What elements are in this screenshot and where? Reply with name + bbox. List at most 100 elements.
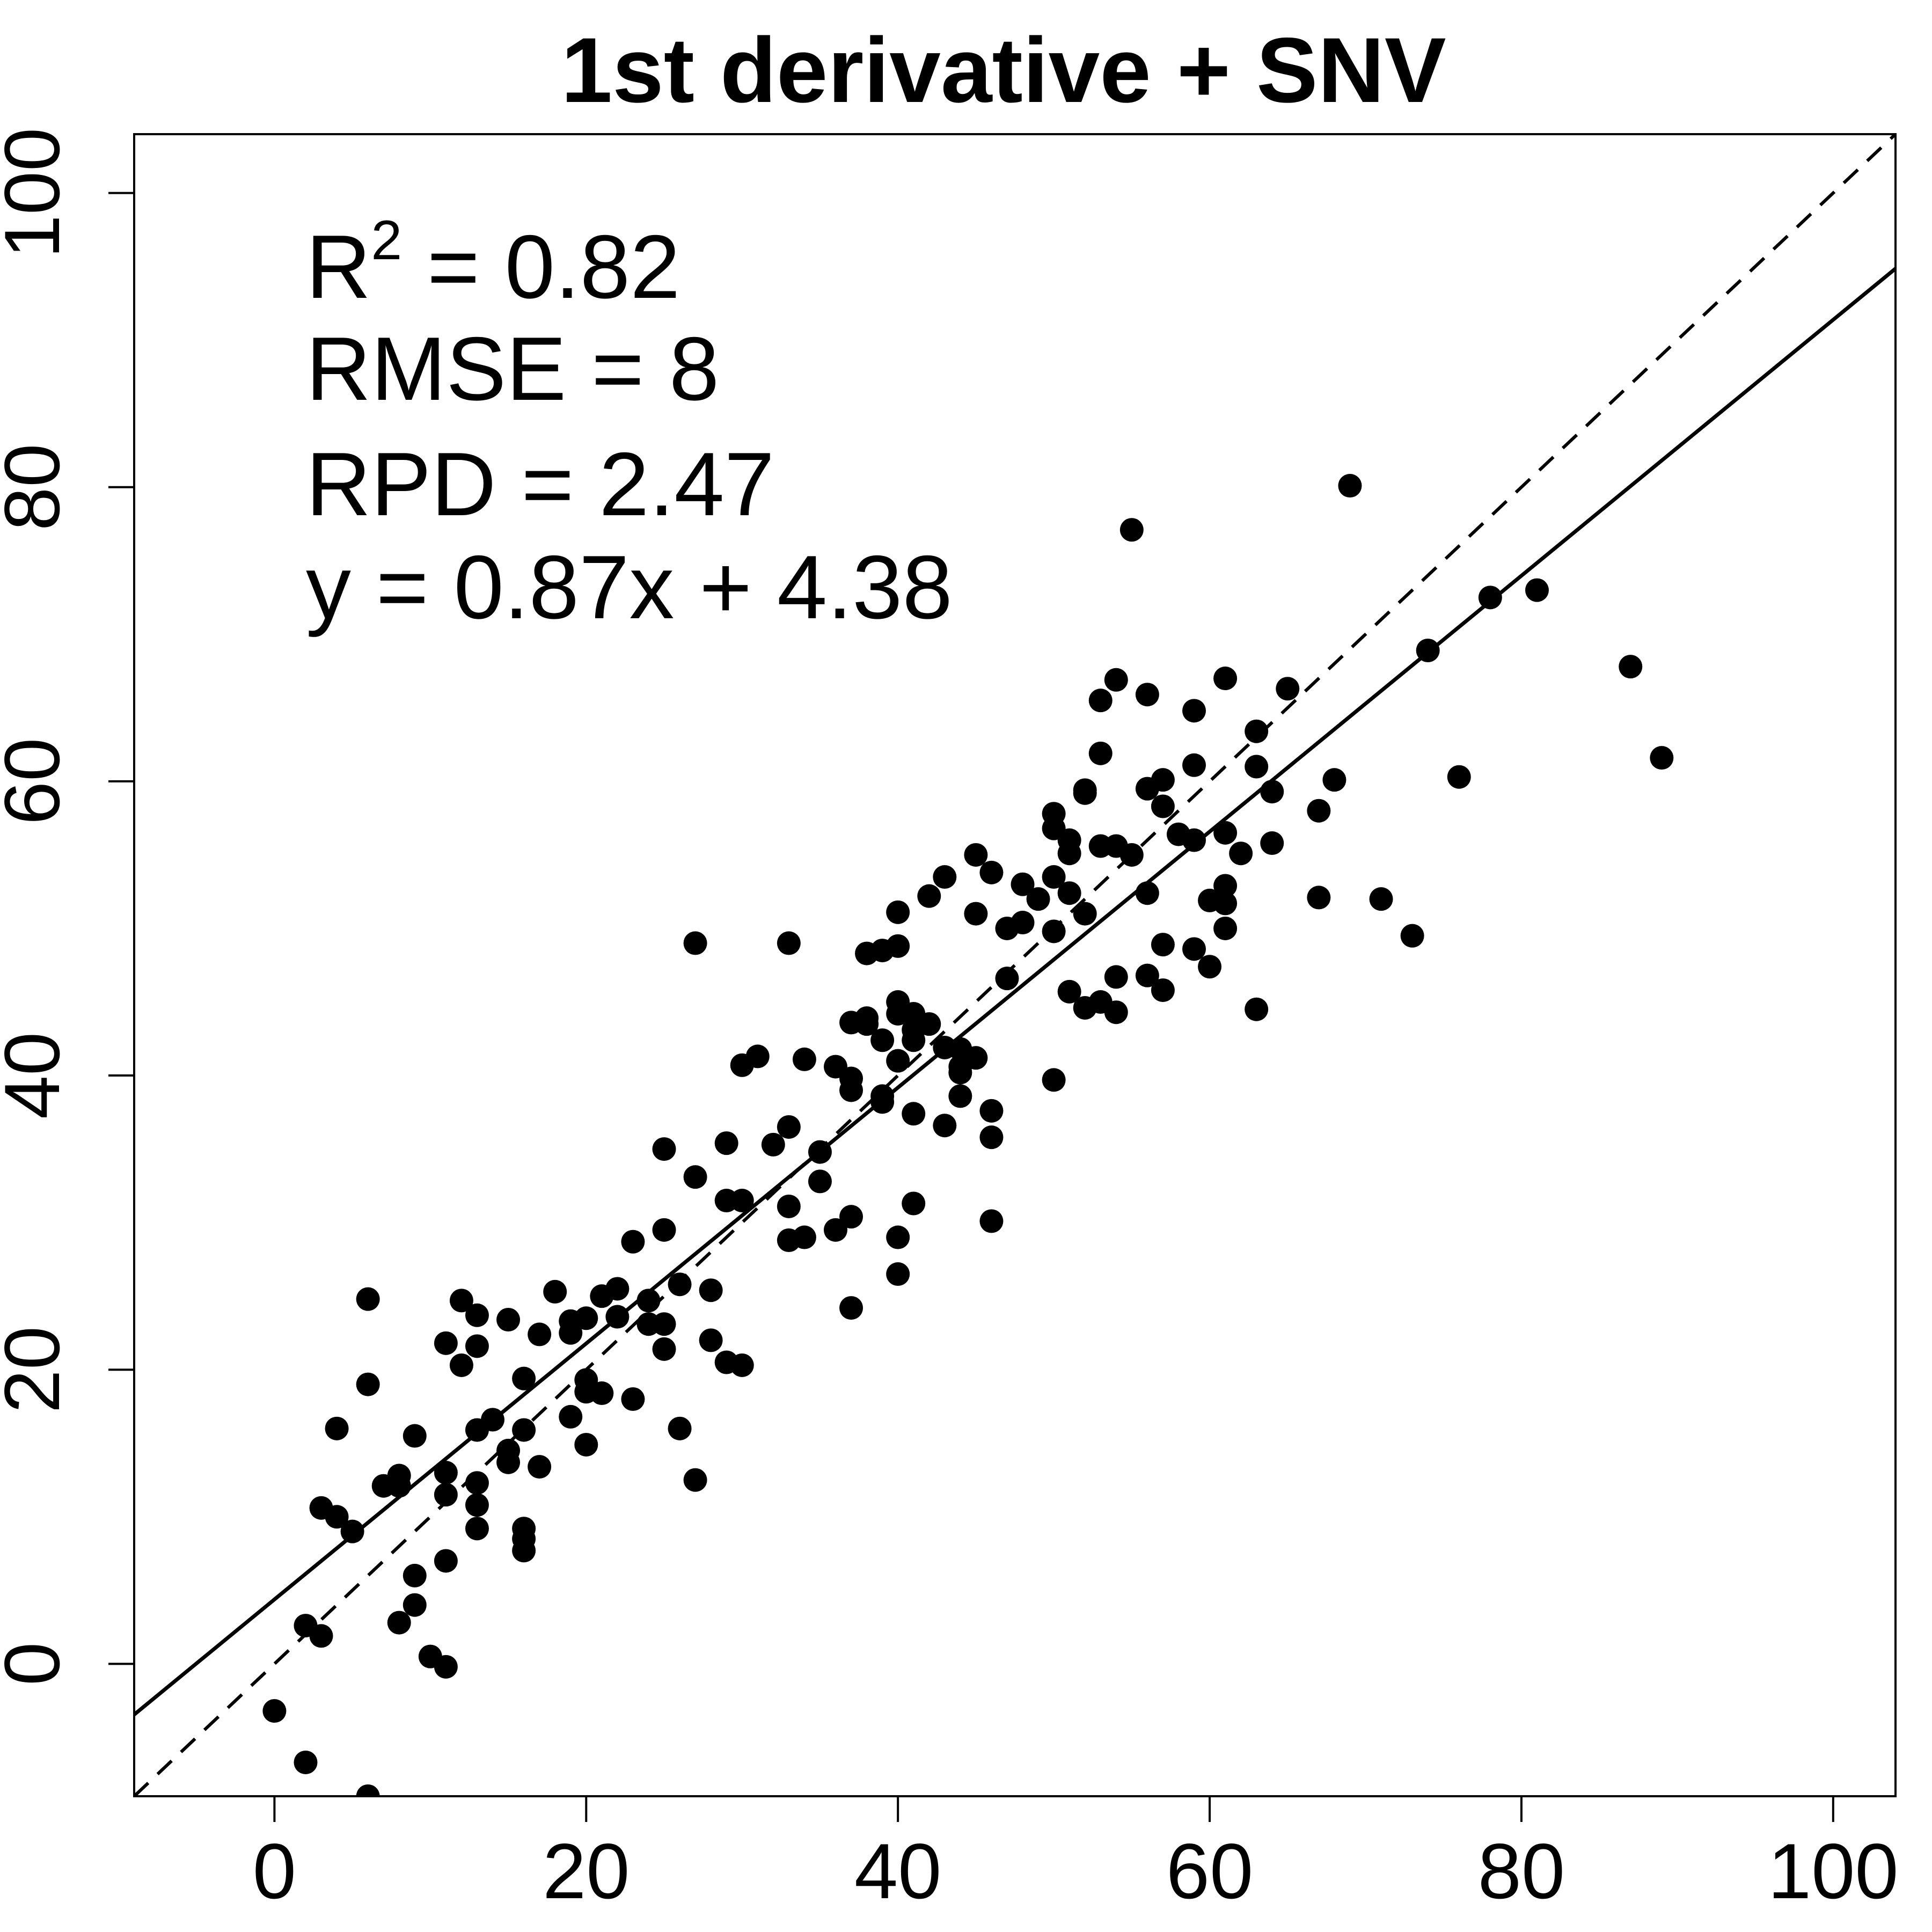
data-point <box>1213 916 1238 940</box>
data-points <box>262 474 1674 1796</box>
data-point <box>1057 979 1081 1004</box>
data-point <box>1322 768 1346 792</box>
data-point <box>839 1205 863 1229</box>
data-point <box>652 1337 676 1361</box>
data-point <box>1447 765 1471 789</box>
data-point <box>590 1381 614 1406</box>
data-point <box>1416 638 1440 662</box>
x-tick-label: 80 <box>1478 1827 1565 1915</box>
data-point <box>434 1331 458 1355</box>
data-point <box>886 1049 910 1073</box>
data-point <box>1650 746 1674 770</box>
data-point <box>683 931 707 955</box>
data-point <box>668 1416 692 1440</box>
data-point <box>1229 841 1253 866</box>
data-point <box>917 884 941 908</box>
data-point <box>1119 843 1144 867</box>
data-point <box>402 1424 427 1448</box>
regression-fit-line <box>134 267 1896 1716</box>
y-axis: 0 20 40 60 80 100 <box>0 128 134 1686</box>
data-point <box>325 1416 349 1440</box>
data-point <box>1151 978 1175 1002</box>
data-point <box>979 1099 1004 1123</box>
data-point <box>434 1549 458 1573</box>
data-point <box>1478 586 1502 610</box>
x-axis: 0 20 40 60 80 100 <box>253 1796 1899 1915</box>
data-point <box>1260 780 1284 804</box>
data-point <box>496 1308 521 1332</box>
data-point <box>1525 578 1549 602</box>
data-point <box>714 1131 738 1155</box>
y-tick-label: 20 <box>0 1326 76 1413</box>
data-point <box>1213 821 1238 845</box>
data-point <box>512 1539 536 1563</box>
data-point <box>402 1563 427 1587</box>
data-point <box>1198 955 1222 979</box>
data-point <box>465 1303 489 1327</box>
data-point <box>356 1287 380 1311</box>
data-point <box>730 1189 754 1213</box>
data-point <box>465 1493 489 1517</box>
data-point <box>528 1322 552 1346</box>
data-point <box>1026 887 1050 911</box>
y-tick-label: 40 <box>0 1032 76 1119</box>
data-point <box>902 1191 926 1216</box>
data-point <box>683 1165 707 1189</box>
data-point <box>839 1078 863 1102</box>
data-point <box>528 1455 552 1479</box>
data-point <box>1088 741 1113 765</box>
data-point <box>886 934 910 958</box>
data-point <box>1151 794 1175 818</box>
data-point <box>325 1505 349 1529</box>
data-point <box>933 865 957 889</box>
data-point <box>668 1272 692 1297</box>
data-point <box>402 1593 427 1617</box>
data-point <box>855 1012 879 1036</box>
data-point <box>1104 668 1128 692</box>
data-point <box>792 1225 816 1249</box>
data-point <box>979 1125 1004 1150</box>
data-point <box>979 860 1004 884</box>
data-point <box>777 1194 801 1218</box>
x-tick-label: 20 <box>543 1827 630 1915</box>
data-point <box>1088 689 1113 713</box>
data-point <box>792 1047 816 1071</box>
data-point <box>512 1418 536 1442</box>
data-point <box>1011 872 1035 896</box>
data-point <box>294 1750 318 1774</box>
data-point <box>465 1471 489 1495</box>
data-point <box>621 1230 645 1254</box>
data-point <box>481 1408 505 1432</box>
x-tick-label: 40 <box>854 1827 941 1915</box>
y-tick-label: 80 <box>0 444 76 531</box>
data-point <box>465 1517 489 1541</box>
data-point <box>1307 885 1331 910</box>
data-point <box>1182 937 1206 961</box>
data-point <box>902 1028 926 1052</box>
data-point <box>605 1277 630 1301</box>
data-point <box>1369 887 1393 911</box>
data-point <box>465 1334 489 1358</box>
data-point <box>574 1306 598 1330</box>
data-point <box>1213 874 1238 898</box>
data-point <box>1276 677 1300 701</box>
data-point <box>1619 655 1643 679</box>
data-point <box>387 1463 411 1488</box>
data-point <box>917 1012 941 1036</box>
data-point <box>1151 933 1175 957</box>
data-point <box>356 1784 380 1796</box>
data-point <box>1338 474 1362 498</box>
data-point <box>1182 699 1206 723</box>
data-point <box>1245 719 1269 743</box>
data-point <box>886 1262 910 1286</box>
data-point <box>964 1046 988 1070</box>
data-point <box>652 1312 676 1336</box>
data-point <box>574 1432 598 1457</box>
data-point <box>1307 799 1331 823</box>
data-point <box>886 900 910 924</box>
data-point <box>839 1296 863 1320</box>
data-point <box>652 1137 676 1161</box>
x-tick-label: 100 <box>1768 1827 1899 1915</box>
regression-equation: y = 0.87x + 4.38 <box>306 537 953 638</box>
y-tick-label: 60 <box>0 738 76 825</box>
